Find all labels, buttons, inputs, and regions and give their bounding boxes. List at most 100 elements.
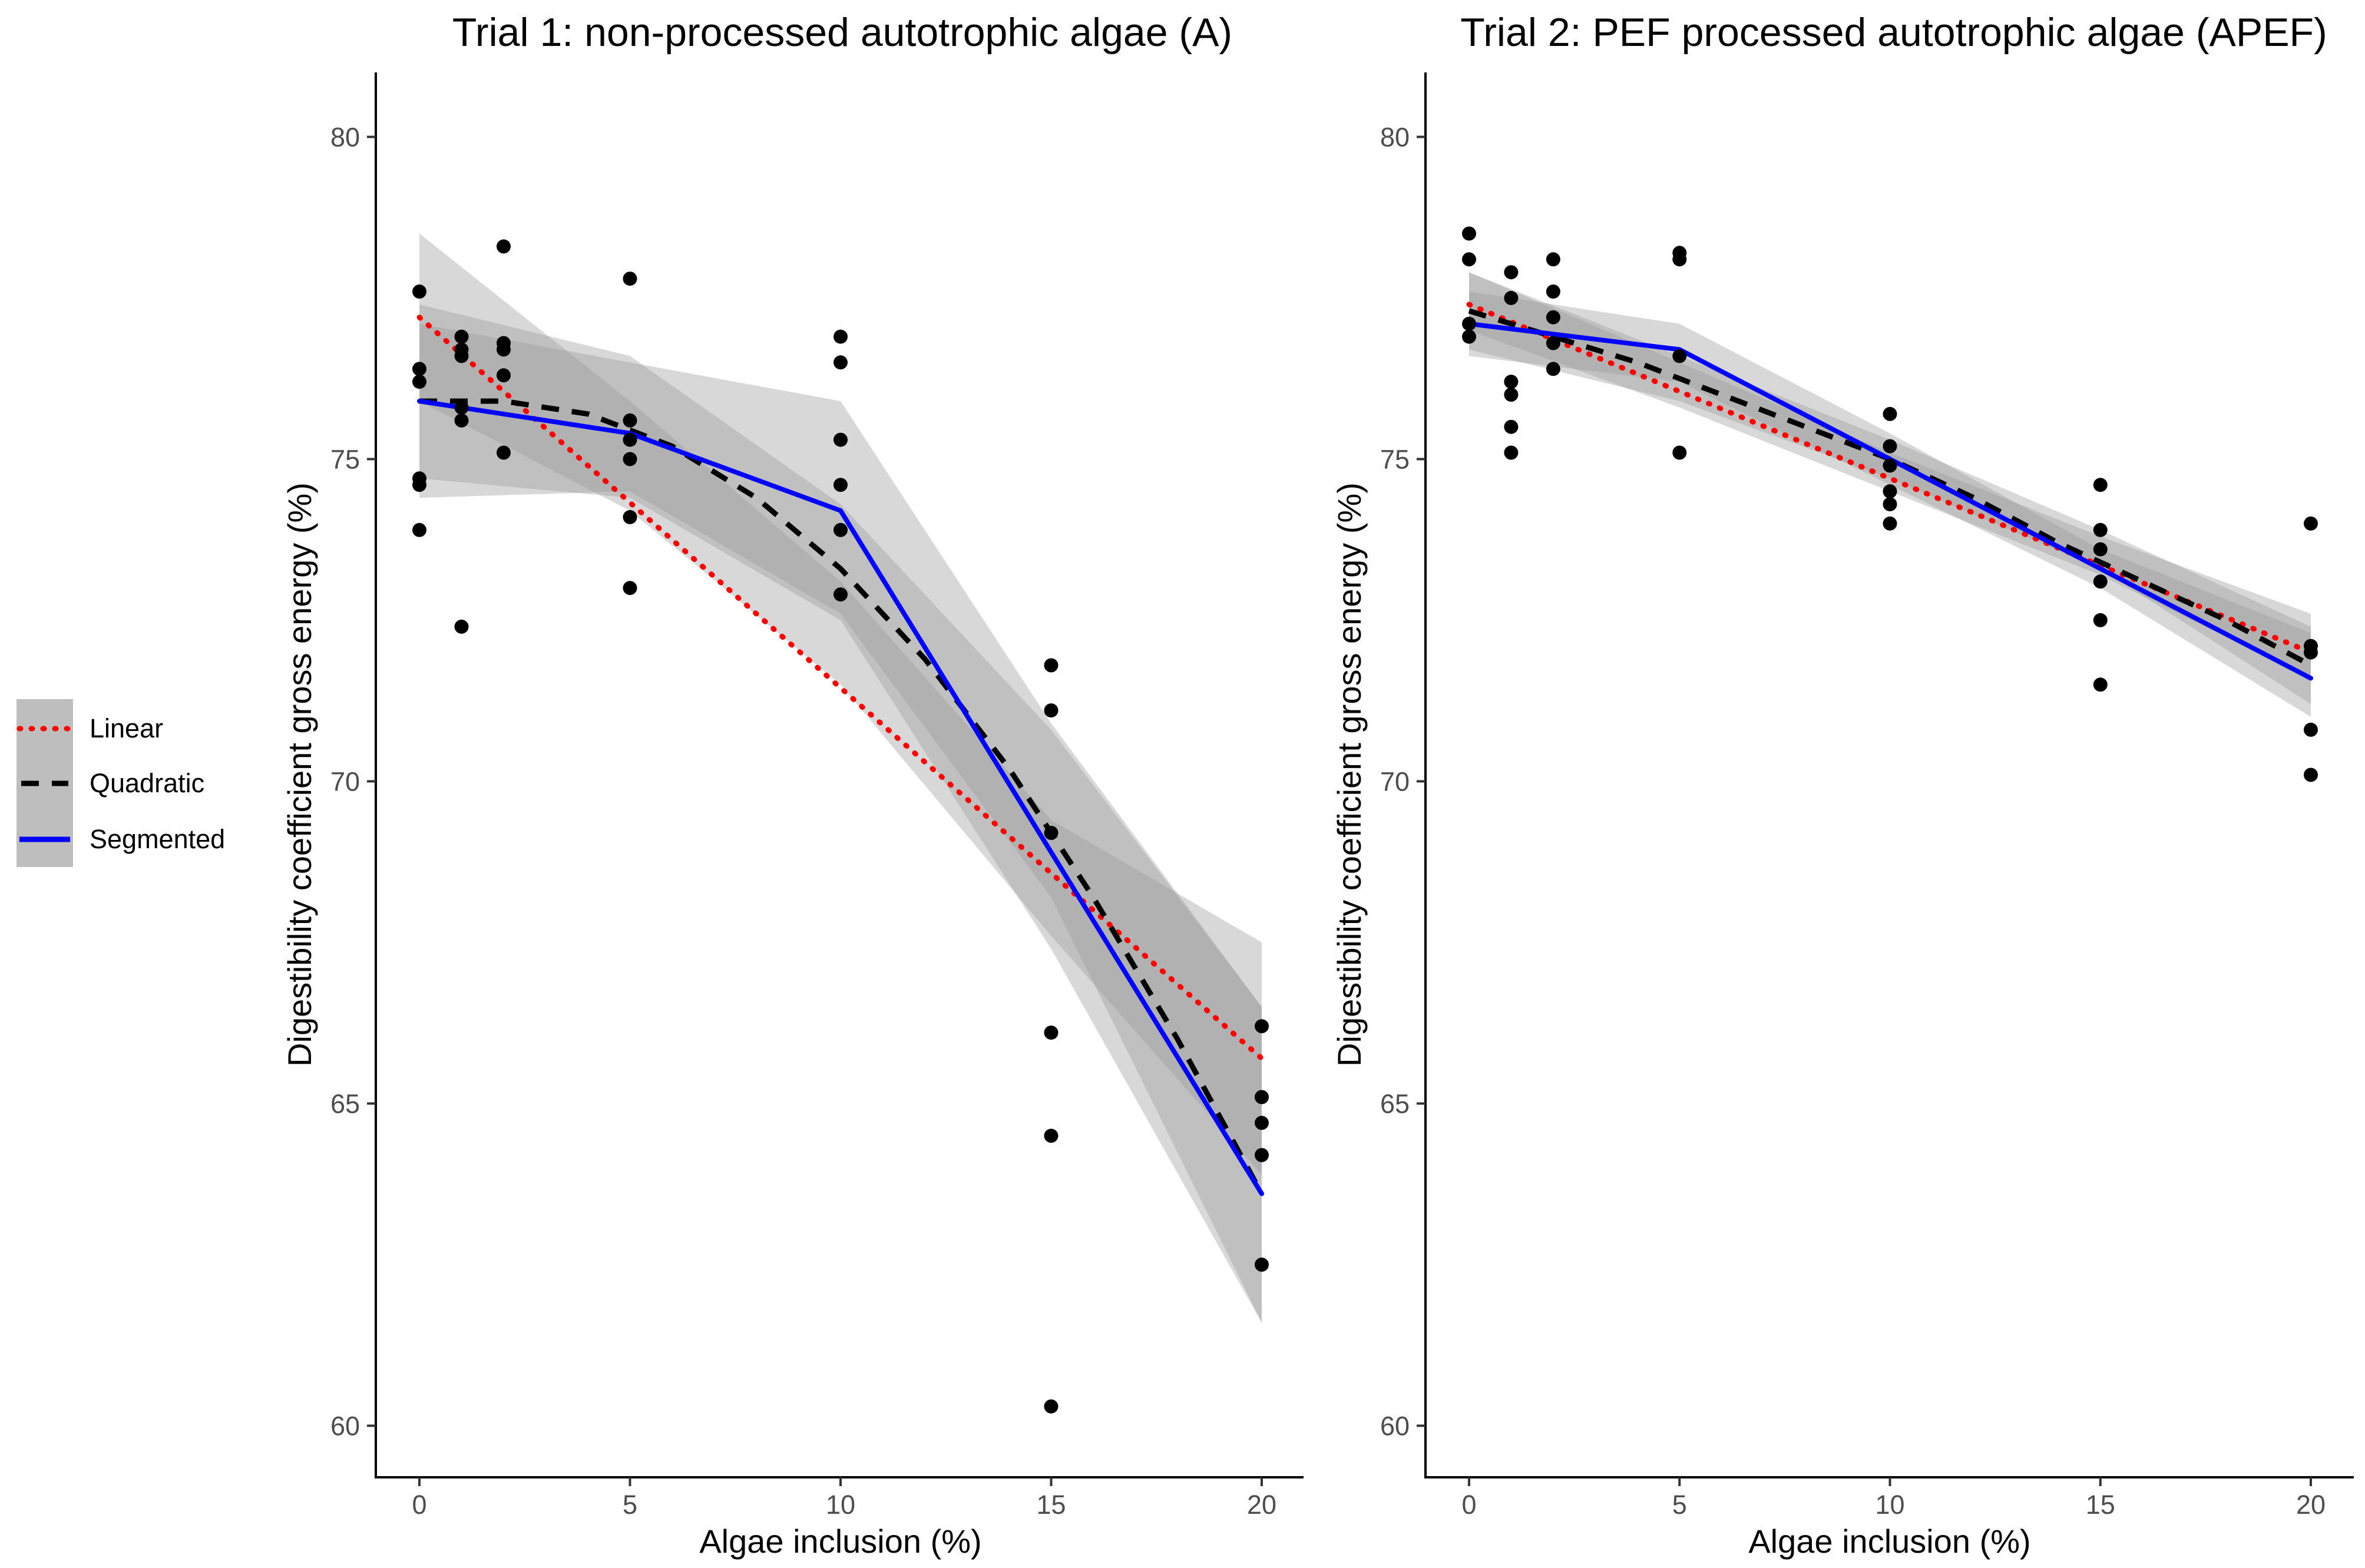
data-point (2093, 613, 2108, 627)
legend-label: Segmented (90, 824, 225, 854)
data-point (497, 342, 511, 357)
chart-panel-trial-1: Trial 1: non-processed autotrophic algae… (281, 10, 1304, 1560)
data-point (1883, 458, 1897, 473)
data-point (1883, 439, 1897, 454)
y-axis-title: Digestibility coefficient gross energy (… (281, 482, 318, 1067)
x-ticks: 0 5 10 15 20 (412, 1477, 1276, 1520)
fit-line-linear (1466, 302, 2314, 656)
x-tick-label: 20 (1247, 1490, 1276, 1520)
x-axis-title: Algae inclusion (%) (1748, 1523, 2030, 1560)
data-point (1462, 226, 1476, 241)
data-point (1504, 375, 1519, 389)
data-point (454, 349, 469, 363)
x-tick-label: 5 (623, 1490, 637, 1520)
data-point (2093, 542, 2108, 557)
fit-line-quadratic (419, 398, 1264, 1195)
data-point (623, 432, 637, 447)
y-tick-label: 70 (330, 766, 360, 796)
data-point (623, 510, 637, 524)
confidence-band-linear (1469, 272, 2311, 679)
data-point (1546, 310, 1560, 325)
data-point (1462, 329, 1476, 344)
fit-line-linear (416, 315, 1265, 1061)
data-point (454, 400, 469, 415)
data-point (412, 362, 426, 376)
data-point (1044, 826, 1059, 840)
data-point (454, 329, 469, 344)
data-point (623, 581, 637, 596)
data-point (2093, 574, 2108, 589)
data-point (454, 413, 469, 428)
y-ticks: 60 65 70 75 80 (330, 122, 376, 1441)
data-point (2304, 722, 2318, 737)
data-point (833, 432, 848, 447)
data-point (1255, 1258, 1269, 1272)
chart-title: Trial 2: PEF processed autotrophic algae… (1460, 10, 2327, 55)
confidence-band-quadratic (419, 304, 1262, 1323)
fit-lines (416, 315, 1265, 1196)
y-ticks: 60 65 70 75 80 (1380, 122, 1425, 1441)
data-point (2304, 516, 2318, 531)
data-point (1255, 1019, 1269, 1034)
confidence-band-segmented (419, 323, 1262, 1323)
data-point (412, 522, 426, 537)
data-point (497, 445, 511, 460)
confidence-band-linear (419, 233, 1262, 1175)
data-point (1546, 285, 1560, 299)
chart-title: Trial 1: non-processed autotrophic algae… (452, 10, 1232, 55)
x-tick-label: 5 (1672, 1490, 1687, 1520)
data-point (833, 587, 848, 602)
legend-item-linear: Linear (16, 713, 163, 743)
data-point (1255, 1090, 1269, 1104)
data-point (1883, 484, 1897, 499)
data-point (2304, 768, 2318, 782)
data-point (1044, 1026, 1059, 1040)
data-point (1044, 1399, 1059, 1414)
data-point (1504, 265, 1519, 280)
data-point (1504, 388, 1519, 402)
data-point (412, 478, 426, 492)
data-point (1504, 290, 1519, 305)
data-point (1462, 316, 1476, 331)
legend-label: Quadratic (90, 768, 204, 798)
x-ticks: 0 5 10 15 20 (1461, 1477, 2326, 1520)
y-tick-label: 65 (330, 1089, 360, 1119)
data-point (1504, 445, 1519, 460)
x-tick-label: 15 (2086, 1490, 2115, 1520)
data-point (1255, 1116, 1269, 1130)
x-axis-title: Algae inclusion (%) (699, 1523, 981, 1560)
data-point (623, 452, 637, 467)
data-point (1255, 1148, 1269, 1162)
data-point (1546, 252, 1560, 267)
data-point (2093, 522, 2108, 537)
data-point (497, 368, 511, 383)
y-tick-label: 80 (330, 122, 360, 152)
chart-panel-trial-2: Trial 2: PEF processed autotrophic algae… (1331, 10, 2354, 1560)
data-point (1504, 419, 1519, 434)
data-point (412, 375, 426, 389)
data-point (833, 329, 848, 344)
confidence-bands (419, 233, 1262, 1323)
axes (1424, 72, 2354, 1478)
x-tick-label: 0 (1461, 1490, 1476, 1520)
data-point (1462, 252, 1476, 267)
y-axis-title: Digestibility coefficient gross energy (… (1331, 482, 1368, 1067)
axes (375, 72, 1304, 1478)
data-point (1672, 252, 1687, 267)
data-point (1546, 336, 1560, 350)
fit-line-segmented (417, 399, 1264, 1196)
y-tick-label: 65 (1380, 1089, 1410, 1119)
y-tick-label: 70 (1380, 766, 1410, 796)
data-point (1044, 703, 1059, 718)
data-point (1044, 658, 1059, 673)
data-points (412, 239, 1269, 1414)
data-point (1883, 406, 1897, 421)
data-point (1546, 362, 1560, 376)
legend: Linear Quadratic Segmented (16, 699, 225, 867)
y-tick-label: 75 (330, 444, 360, 474)
data-point (623, 413, 637, 428)
data-point (2093, 478, 2108, 492)
legend-item-quadratic: Quadratic (21, 768, 204, 798)
data-point (1883, 497, 1897, 511)
